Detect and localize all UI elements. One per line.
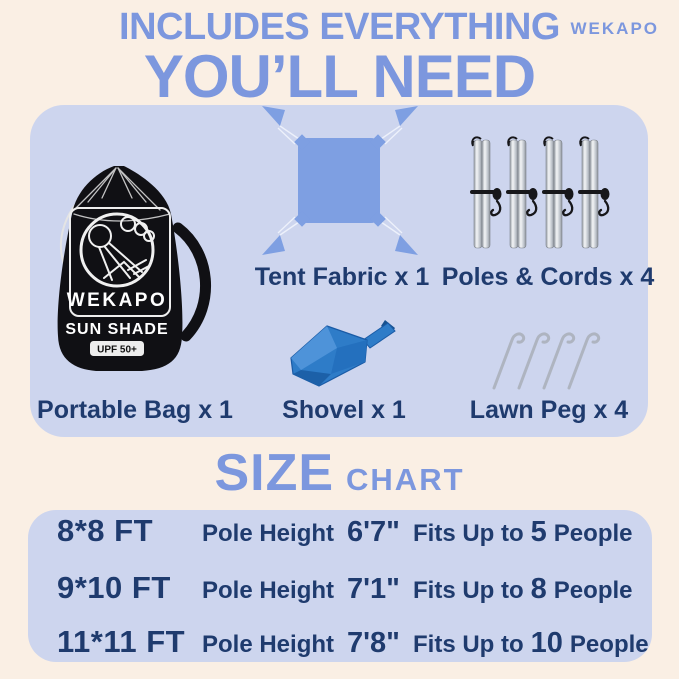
- size-value: 8*8 FT: [57, 513, 154, 548]
- pole-height-cell: Pole Height 6'7": [202, 516, 400, 549]
- brand-logo: WEKAPO: [570, 19, 659, 38]
- capacity-cell: Fits Up to 8 People: [413, 573, 633, 606]
- portable-bag-label: Portable Bag x 1: [37, 396, 233, 424]
- capacity-cell: Fits Up to 10 People: [413, 627, 649, 660]
- shovel-illustration: [290, 320, 396, 387]
- pole-height-label: Pole Height: [202, 577, 335, 604]
- lawn-peg-illustration: [492, 332, 601, 390]
- capacity-count: 5: [530, 516, 547, 548]
- size-value: 9*10 FT: [57, 570, 171, 605]
- size-chart-row-3: 11*11 FT Pole Height 7'8" Fits Up to 10 Peo…: [28, 623, 652, 665]
- poles-cords-illustration: [470, 136, 611, 250]
- pole-height-cell: Pole Height 7'8": [202, 627, 400, 660]
- size-value: 11*11 FT: [57, 624, 186, 659]
- poles-cords-label: Poles & Cords x 4: [441, 263, 655, 291]
- includes-panel: WEKAPO SUN SHADE UPF 50+: [30, 105, 654, 437]
- tent-fabric-illustration: [261, 105, 419, 256]
- tent-fabric-label: Tent Fabric x 1: [254, 263, 430, 291]
- size-chart-title: SIZE CHART: [0, 443, 679, 503]
- capacity-suffix: People: [569, 631, 649, 658]
- portable-bag-illustration: WEKAPO SUN SHADE UPF 50+: [57, 166, 211, 371]
- capacity-suffix: People: [553, 577, 633, 604]
- bag-upf-badge: UPF 50+: [97, 345, 137, 356]
- size-chart-title-sub: CHART: [346, 462, 465, 497]
- size-chart-table: 8*8 FT Pole Height 6'7" Fits Up to 5 People…: [28, 510, 652, 662]
- bag-brand-text: WEKAPO: [67, 290, 168, 311]
- capacity-count: 10: [530, 627, 563, 659]
- size-chart-row-2: 9*10 FT Pole Height 7'1" Fits Up to 8 Peopl…: [28, 569, 652, 611]
- capacity-cell: Fits Up to 5 People: [413, 516, 633, 549]
- size-chart-title-main: SIZE: [214, 444, 335, 502]
- title-line1: INCLUDES EVERYTHING: [119, 6, 560, 48]
- pole-height-label: Pole Height: [202, 520, 335, 547]
- pole-height-value: 7'1": [347, 573, 400, 605]
- capacity-suffix: People: [553, 520, 633, 547]
- page-title: INCLUDES EVERYTHING YOU’LL NEED: [0, 8, 679, 107]
- lawn-peg-label: Lawn Peg x 4: [469, 396, 629, 424]
- pole-height-label: Pole Height: [202, 631, 335, 658]
- pole-height-value: 7'8": [347, 627, 400, 659]
- capacity-prefix: Fits Up to: [413, 577, 524, 604]
- bag-product-text: SUN SHADE: [65, 321, 168, 338]
- shovel-label: Shovel x 1: [282, 396, 406, 424]
- pole-height-value: 6'7": [347, 516, 400, 548]
- capacity-prefix: Fits Up to: [413, 631, 524, 658]
- capacity-count: 8: [530, 573, 547, 605]
- pole-height-cell: Pole Height 7'1": [202, 573, 400, 606]
- capacity-prefix: Fits Up to: [413, 520, 524, 547]
- title-line2: YOU’LL NEED: [143, 43, 536, 110]
- size-chart-row-1: 8*8 FT Pole Height 6'7" Fits Up to 5 People: [28, 512, 652, 554]
